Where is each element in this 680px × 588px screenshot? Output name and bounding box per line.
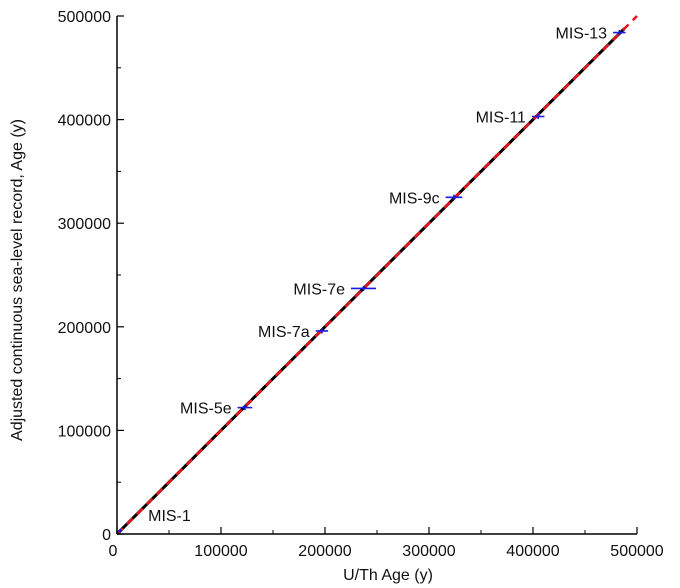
y-tick-label: 400000 [58,113,111,130]
data-points: MIS-1 MIS-5e MIS-7a MIS-7e MIS-9c MIS-11 MIS-1… [118,26,626,533]
x-tick-label: 0 [109,543,118,560]
y-tick-label: 300000 [58,216,111,233]
y-tick-label: 100000 [58,423,111,440]
x-tick-label: 100000 [194,543,247,560]
y-tick-label: 0 [102,527,111,544]
x-tick-label: 500000 [610,543,663,560]
data-point-mis-7a: MIS-7a [258,324,329,341]
point-label: MIS-9c [389,190,440,207]
ticks: 0 100000 200000 300000 400000 500000 0 100000 20… [58,9,664,560]
x-tick-label: 300000 [402,543,455,560]
x-tick-label: 400000 [506,543,559,560]
y-tick-label: 500000 [58,9,111,26]
point-label: MIS-11 [476,109,526,126]
trend-lines [115,15,638,536]
one-to-one-dashed-line [116,15,638,535]
point-label: MIS-13 [556,26,608,43]
point-label: MIS-5e [180,401,232,418]
y-axis-title: Adjusted continuous sea-level record, Ag… [9,119,26,441]
data-point-mis-9c: MIS-9c [389,190,463,207]
x-axis-title: U/Th Age (y) [343,567,433,584]
data-point-mis-5e: MIS-5e [180,401,253,418]
data-point-mis-1: MIS-1 [118,508,191,533]
data-point-mis-11: MIS-11 [476,109,545,126]
point-label: MIS-7a [258,324,310,341]
x-tick-label: 200000 [298,543,351,560]
data-point-mis-7e: MIS-7e [293,281,376,298]
y-tick-label: 200000 [58,320,111,337]
point-label: MIS-7e [293,281,345,298]
data-point-mis-13: MIS-13 [556,26,626,43]
point-label: MIS-1 [148,508,191,525]
